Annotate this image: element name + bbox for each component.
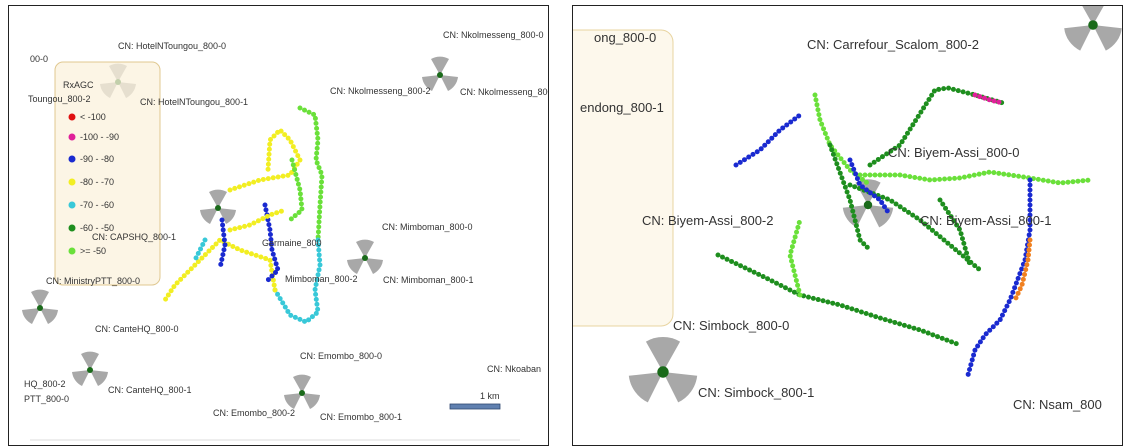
legend-swatch (68, 133, 76, 141)
legend-label: -60 - -50 (80, 223, 114, 233)
site-label: CN: CanteHQ_800-0 (95, 324, 179, 334)
site-label: 00-0 (30, 54, 48, 64)
site-label: Toungou_800-2 (28, 94, 91, 104)
right-map: ong_800-0 CN: Carrefour_Scalom_800-2 end… (572, 5, 1122, 445)
site-label: CN: Nkoaban (487, 364, 541, 374)
site-label: CN: HotelNToungou_800-1 (140, 97, 248, 107)
site-label: CN: Emombo_800-2 (213, 408, 295, 418)
site-label: CN: Nkolmesseng_800-0 (443, 30, 544, 40)
site-label: CN: Nkolmesseng_800- (460, 87, 556, 97)
site-label: CN: Nkolmesseng_800-2 (330, 86, 431, 96)
site-label: CN: Biyem-Assi_800-0 (888, 145, 1020, 160)
site-label: CN: Biyem-Assi_800-2 (642, 213, 774, 228)
site-label: CN: Simbock_800-1 (698, 385, 814, 400)
legend-swatch (68, 201, 76, 209)
site-labels: ong_800-0 CN: Carrefour_Scalom_800-2 end… (580, 30, 1102, 412)
legend-box (572, 29, 674, 327)
legend-label: < -100 (80, 112, 106, 122)
left-frame (8, 5, 549, 446)
legend-box (54, 61, 161, 286)
site-label: Mimboman_800-2 (285, 274, 358, 284)
drive-track (715, 85, 1093, 378)
site-labels: 00-0 CN: HotelNToungou_800-0 Toungou_800… (24, 30, 556, 422)
right-frame (572, 5, 1123, 446)
site-label: HQ_800-2 (24, 379, 66, 389)
legend-label: -90 - -80 (80, 154, 114, 164)
site-label: CN: Nsam_800 (1013, 397, 1102, 412)
site-label: CN: CAPSHQ_800-1 (92, 232, 176, 242)
site-label: CN: Mimboman_800-1 (383, 275, 474, 285)
legend: < -100 -100 - -90 -90 - -80 -80 - -70 -70 - … (68, 112, 119, 256)
legend-title: RxAGC (63, 80, 94, 90)
site-label: Germaine_800 (262, 238, 322, 248)
site-label: CN: HotelNToungou_800-0 (118, 41, 226, 51)
legend-label: -70 - -60 (80, 200, 114, 210)
legend-label: >= -50 (80, 246, 106, 256)
site-label: CN: Simbock_800-0 (673, 318, 789, 333)
legend-swatch (68, 178, 76, 186)
legend-label: -100 - -90 (80, 132, 119, 142)
left-map: RxAGC < -100 -100 - -90 -90 - -80 -80 - -70… (8, 5, 556, 445)
site-label: CN: Carrefour_Scalom_800-2 (807, 37, 979, 52)
legend-label: -80 - -70 (80, 177, 114, 187)
site-label: CN: Mimboman_800-0 (382, 222, 473, 232)
site-label: CN: CanteHQ_800-1 (108, 385, 192, 395)
site-label: CN: Emombo_800-1 (320, 412, 402, 422)
site-label: CN: MinistryPTT_800-0 (46, 276, 140, 286)
legend-swatch (68, 247, 76, 255)
legend-swatch (68, 155, 76, 163)
drive-track (162, 105, 325, 325)
legend-swatch (68, 113, 76, 121)
legend-swatch (68, 224, 76, 232)
scale-bar (449, 403, 501, 410)
site-label: endong_800-1 (580, 100, 664, 115)
site-label: ong_800-0 (594, 30, 656, 45)
site-label: CN: Emombo_800-0 (300, 351, 382, 361)
scale-label: 1 km (480, 391, 500, 401)
site-label: PTT_800-0 (24, 394, 69, 404)
site-label: CN: Biyem-Assi_800-1 (920, 213, 1052, 228)
